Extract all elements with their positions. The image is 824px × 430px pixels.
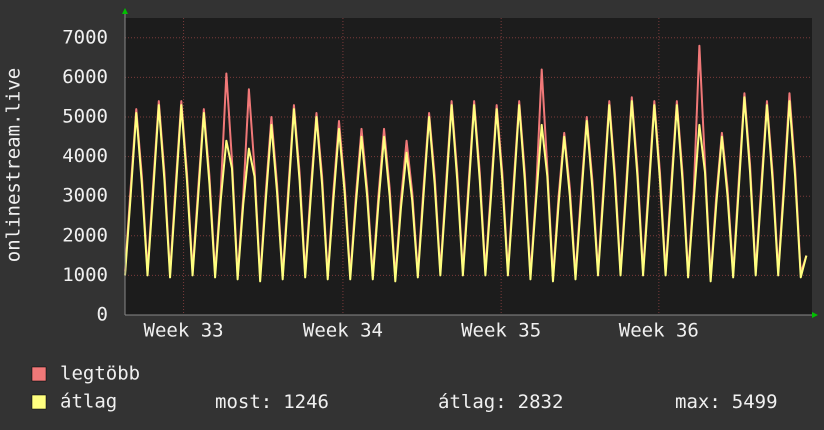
stat-label: átlag: <box>438 391 507 413</box>
series-line <box>124 96 808 283</box>
plot-area <box>125 18 812 315</box>
y-tick-label: 6000 <box>62 66 108 88</box>
x-tick-label: Week 34 <box>303 320 383 342</box>
stat-value: 2832 <box>518 391 564 413</box>
y-tick-label: 5000 <box>62 106 108 128</box>
y-axis-label: onlinestream.live <box>3 68 25 262</box>
axis-arrow <box>122 8 128 14</box>
stat-value: 5499 <box>732 391 778 413</box>
legend-label: legtöbb <box>60 363 140 385</box>
y-tick-label: 7000 <box>62 26 108 48</box>
legend-swatch <box>31 394 47 410</box>
legend-label: átlag <box>60 391 117 413</box>
y-tick-label: 3000 <box>62 185 108 207</box>
stat-max: max: 5499 <box>675 391 778 413</box>
x-tick-label: Week 35 <box>461 320 541 342</box>
x-tick-label: Week 36 <box>619 320 699 342</box>
legend-swatch <box>31 366 47 382</box>
y-tick-label: 4000 <box>62 145 108 167</box>
stat-avg: átlag: 2832 <box>438 391 563 413</box>
stat-label: most: <box>215 391 272 413</box>
axis-arrow <box>812 312 818 318</box>
y-tick-label: 2000 <box>62 224 108 246</box>
stat-most: most: 1246 <box>215 391 329 413</box>
stat-label: max: <box>675 391 721 413</box>
x-tick-label: Week 33 <box>144 320 224 342</box>
y-tick-label: 0 <box>97 304 108 326</box>
y-tick-label: 1000 <box>62 264 108 286</box>
stat-value: 1246 <box>283 391 329 413</box>
